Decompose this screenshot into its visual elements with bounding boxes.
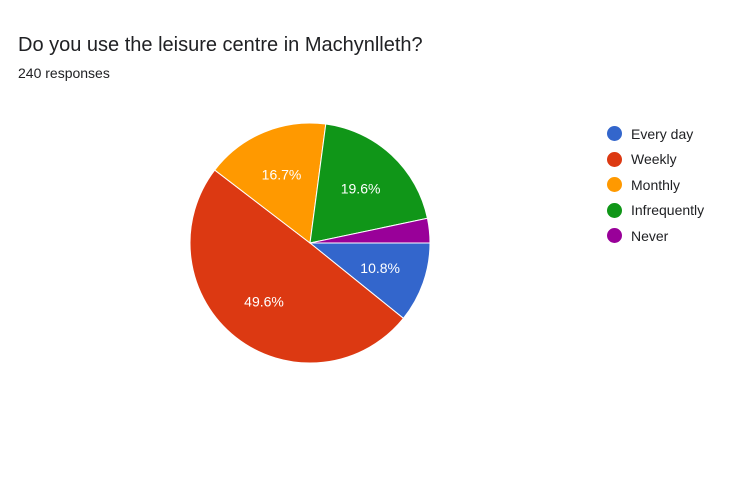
slice-label-monthly: 16.7%: [262, 166, 302, 182]
chart-title: Do you use the leisure centre in Machynl…: [18, 34, 423, 56]
legend-label: Monthly: [631, 176, 681, 193]
chart-legend: Every day Weekly Monthly Infrequently Never: [607, 121, 747, 249]
legend-swatch-icon: [607, 202, 622, 218]
pie-slice-monthly[interactable]: [214, 122, 327, 244]
pie-slice-weekly[interactable]: [189, 169, 405, 364]
legend-item-every-day[interactable]: Every day: [607, 121, 747, 147]
legend-label: Every day: [631, 125, 694, 142]
legend-item-weekly[interactable]: Weekly: [607, 147, 747, 173]
pie-slice-every-day[interactable]: [308, 242, 431, 320]
legend-swatch-icon: [607, 177, 622, 193]
slice-label-infrequently: 19.6%: [341, 180, 381, 196]
slice-label-every-day: 10.8%: [360, 260, 400, 276]
legend-swatch-icon: [607, 228, 622, 244]
legend-label: Never: [631, 227, 669, 244]
legend-swatch-icon: [607, 151, 622, 167]
legend-swatch-icon: [607, 126, 622, 142]
legend-label: Weekly: [631, 151, 677, 168]
legend-label: Infrequently: [631, 202, 705, 219]
legend-item-monthly[interactable]: Monthly: [607, 172, 747, 198]
pie-slice-never[interactable]: [309, 217, 431, 244]
pie-slice-infrequently[interactable]: [309, 123, 429, 244]
legend-item-never[interactable]: Never: [607, 223, 747, 249]
response-count: 240 responses: [18, 65, 110, 81]
slice-label-weekly: 49.6%: [244, 293, 284, 309]
legend-item-infrequently[interactable]: Infrequently: [607, 198, 747, 224]
